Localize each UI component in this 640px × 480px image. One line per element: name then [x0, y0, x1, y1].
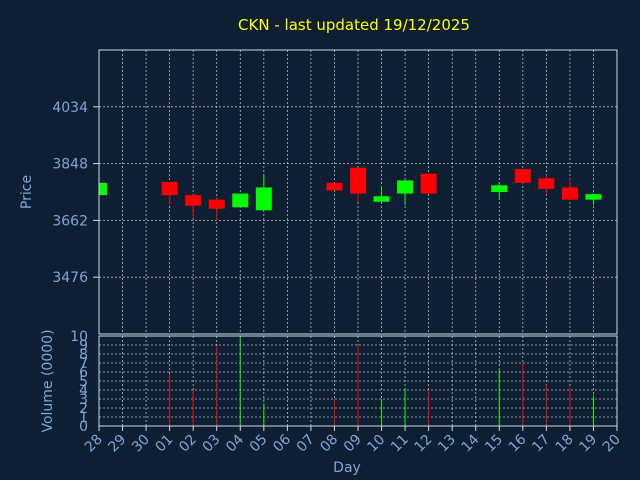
x-tick-label: 14 [459, 431, 483, 455]
volume-tick-label: 8 [79, 347, 88, 363]
price-tick-label: 3848 [52, 157, 88, 173]
x-tick-label: 07 [294, 432, 318, 456]
x-tick-label: 12 [412, 432, 436, 456]
x-tick-label: 28 [82, 432, 106, 456]
volume-tick-label: 3 [79, 392, 88, 408]
x-tick-label: 06 [270, 431, 294, 455]
candle-body [373, 196, 390, 202]
candle-body [99, 182, 107, 196]
x-tick-label: 15 [482, 432, 506, 456]
price-frame [98, 49, 618, 335]
candle-body [326, 182, 343, 191]
candle-body [208, 199, 225, 209]
x-tick-label: 05 [247, 432, 271, 456]
candle-body [491, 185, 508, 192]
candle-body [514, 169, 531, 183]
volume-tick-label: 5 [79, 374, 88, 390]
candle-body [561, 187, 578, 200]
price-tick-label: 4034 [52, 100, 88, 116]
candle-body [585, 194, 602, 200]
x-tick-label: 20 [600, 432, 624, 456]
candle-body [538, 178, 555, 189]
candle-body [255, 187, 272, 211]
candle-body [185, 195, 202, 206]
candle-body [161, 181, 178, 196]
x-tick-label: 03 [200, 432, 224, 456]
x-tick-label: 19 [576, 432, 600, 456]
candle-body [420, 173, 437, 194]
volume-bars [169, 337, 594, 426]
x-tick-label: 01 [153, 432, 177, 456]
price-panel: 3476 3662 3848 4034 Price [19, 49, 618, 335]
candle-body [350, 167, 366, 194]
chart-title: CKN - last updated 19/12/2025 [238, 16, 470, 34]
volume-tick-label: 10 [70, 329, 88, 345]
volume-tick-label: 7 [79, 356, 88, 372]
volume-tick-label: 9 [79, 338, 88, 354]
price-tick-label: 3662 [52, 213, 88, 229]
volume-tick-label: 4 [79, 383, 88, 399]
x-tick-label: 13 [435, 432, 459, 456]
volume-tick-label: 0 [79, 419, 88, 435]
x-tick-label: 10 [364, 432, 388, 456]
x-tick-label: 08 [317, 432, 341, 456]
volume-tick-label: 6 [79, 365, 88, 381]
x-tick-label: 17 [529, 432, 553, 456]
volume-tick-label: 2 [79, 401, 88, 417]
volume-tick-label: 1 [79, 410, 88, 426]
x-tick-label: 18 [553, 432, 577, 456]
price-axis-label: Price [19, 175, 35, 209]
x-axis-label: Day [333, 460, 361, 476]
x-tick-label: 11 [388, 432, 412, 456]
price-y-ticks: 3476 3662 3848 4034 [52, 100, 99, 286]
x-tick-label: 04 [223, 431, 247, 455]
candle-body [397, 180, 414, 194]
candle-body [232, 193, 249, 208]
x-tick-label: 02 [176, 432, 200, 456]
volume-axis-label: Volume (0000) [40, 329, 56, 432]
price-tick-label: 3476 [52, 270, 88, 286]
x-ticks: 28 29 30 01 02 03 04 05 06 07 08 09 10 11 12 13 14 15 16 17… [82, 426, 624, 455]
x-tick-label: 29 [105, 432, 129, 456]
x-tick-label: 09 [341, 432, 365, 456]
x-tick-label: 16 [506, 431, 530, 455]
candles [98, 167, 602, 222]
x-tick-label: 30 [129, 432, 153, 456]
